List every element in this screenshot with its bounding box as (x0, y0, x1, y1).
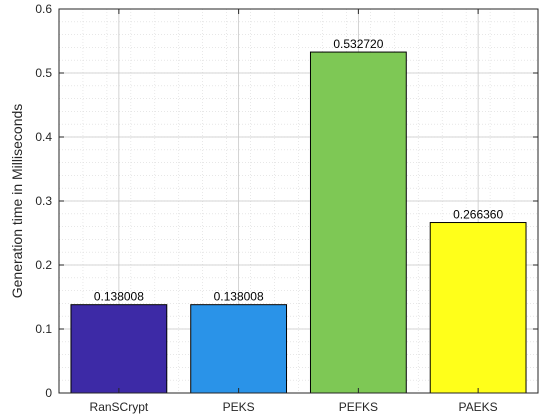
y-tick-label: 0.1 (35, 322, 52, 336)
x-tick-label: PAEKS (459, 400, 498, 414)
x-tick-label: PEFKS (339, 400, 378, 414)
x-ticks: RanSCrypt PEKS PEFKS PAEKS (90, 9, 498, 414)
bar-ranscrypt (70, 304, 168, 394)
bar-pefks (309, 51, 407, 394)
bars: 0.138008 0.138008 0.532720 0.266360 (70, 37, 527, 394)
y-tick-label: 0.5 (35, 66, 52, 80)
y-tick-label: 0 (45, 386, 52, 400)
data-label: 0.138008 (94, 290, 144, 304)
y-tick-label: 0.2 (35, 258, 52, 272)
x-tick-label: RanSCrypt (90, 400, 149, 414)
y-tick-label: 0.3 (35, 194, 52, 208)
y-tick-label: 0.6 (35, 2, 52, 16)
y-ticks: 0 0.1 0.2 0.3 0.4 0.5 0.6 (35, 2, 538, 400)
x-tick-label: PEKS (223, 400, 255, 414)
data-label: 0.138008 (214, 290, 264, 304)
data-label: 0.266360 (453, 208, 503, 222)
y-axis-title: Generation time in Milliseconds (9, 104, 25, 299)
y-tick-label: 0.4 (35, 130, 52, 144)
bar-peks (190, 304, 288, 394)
bar-paeks (429, 222, 527, 394)
data-label: 0.532720 (333, 37, 383, 51)
